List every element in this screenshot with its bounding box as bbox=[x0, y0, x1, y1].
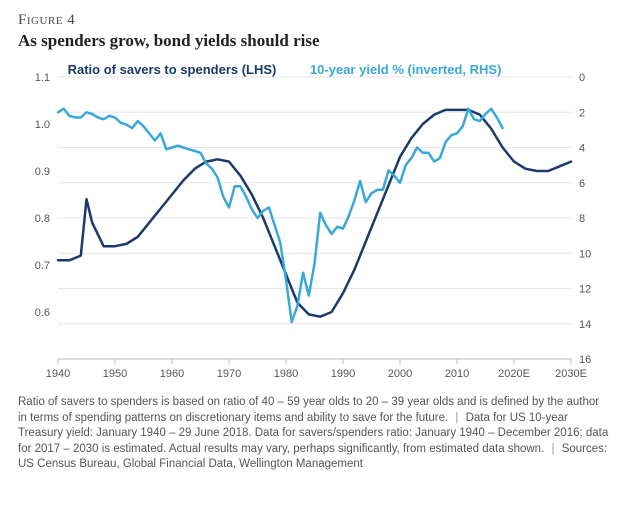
legend-series2: 10-year yield % (inverted, RHS) bbox=[310, 62, 501, 77]
svg-text:2020E: 2020E bbox=[498, 368, 530, 380]
svg-text:1.1: 1.1 bbox=[35, 72, 50, 84]
svg-text:2010: 2010 bbox=[445, 368, 469, 380]
svg-text:1960: 1960 bbox=[160, 368, 184, 380]
svg-text:2000: 2000 bbox=[388, 368, 412, 380]
svg-text:1940: 1940 bbox=[46, 368, 70, 380]
chart-area: 194019501960197019801990200020102020E203… bbox=[18, 57, 611, 387]
svg-text:14: 14 bbox=[579, 319, 591, 331]
figure-label: Figure 4 bbox=[18, 12, 611, 29]
svg-text:1990: 1990 bbox=[331, 368, 355, 380]
svg-text:8: 8 bbox=[579, 213, 585, 225]
figure-container: Figure 4 As spenders grow, bond yields s… bbox=[0, 0, 629, 523]
svg-text:12: 12 bbox=[579, 284, 591, 296]
svg-text:2030E: 2030E bbox=[555, 368, 587, 380]
svg-text:1.0: 1.0 bbox=[35, 119, 50, 131]
svg-text:1970: 1970 bbox=[217, 368, 241, 380]
svg-text:1980: 1980 bbox=[274, 368, 298, 380]
svg-text:0.9: 0.9 bbox=[35, 166, 50, 178]
svg-text:0.8: 0.8 bbox=[35, 213, 50, 225]
svg-text:6: 6 bbox=[579, 178, 585, 190]
svg-text:2: 2 bbox=[579, 107, 585, 119]
line-chart: 194019501960197019801990200020102020E203… bbox=[18, 57, 611, 387]
svg-text:0.6: 0.6 bbox=[35, 307, 50, 319]
footnote: Ratio of savers to spenders is based on … bbox=[18, 395, 611, 473]
footnote-divider: | bbox=[451, 412, 462, 424]
svg-text:10: 10 bbox=[579, 248, 591, 260]
svg-text:4: 4 bbox=[579, 143, 585, 155]
footnote-divider: | bbox=[547, 443, 558, 455]
svg-text:0: 0 bbox=[579, 72, 585, 84]
svg-text:0.7: 0.7 bbox=[35, 260, 50, 272]
legend-series1: Ratio of savers to spenders (LHS) bbox=[68, 62, 277, 77]
chart-title: As spenders grow, bond yields should ris… bbox=[18, 31, 611, 51]
svg-text:1950: 1950 bbox=[103, 368, 127, 380]
svg-text:16: 16 bbox=[579, 354, 591, 366]
